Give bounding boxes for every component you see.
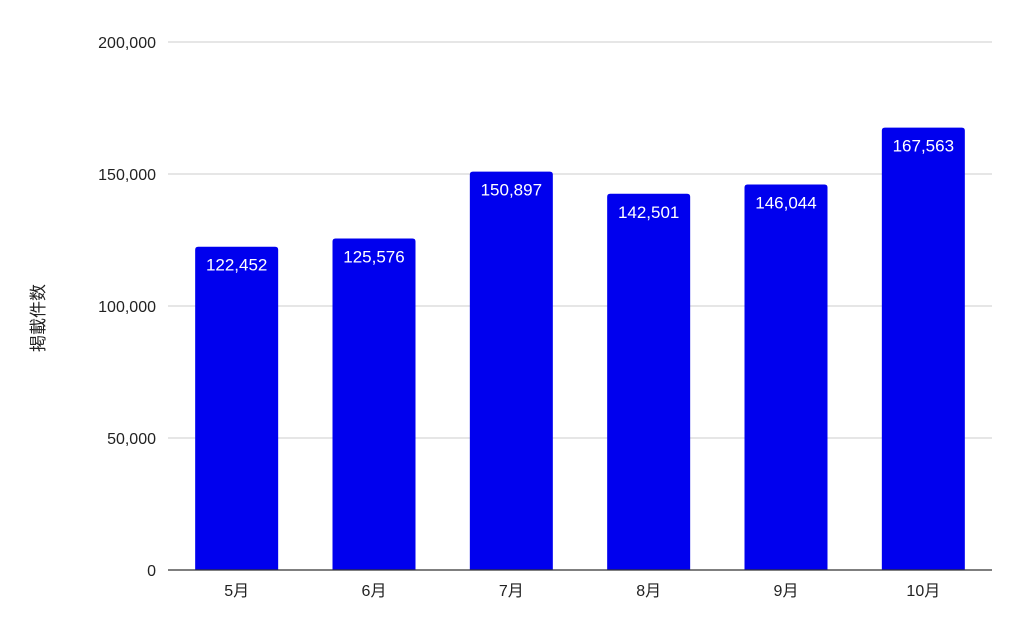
y-tick-label: 150,000: [98, 167, 156, 184]
bars: [195, 127, 965, 571]
y-axis-label: 掲載件数: [29, 284, 48, 352]
y-tick-label: 50,000: [107, 431, 156, 448]
bar: [881, 127, 965, 571]
x-tick-label: 6月: [362, 583, 387, 600]
data-label: 167,563: [893, 137, 954, 156]
bar: [744, 184, 828, 570]
data-label: 142,501: [618, 203, 679, 222]
data-label: 150,897: [481, 181, 542, 200]
data-label: 122,452: [206, 256, 267, 275]
x-tick-label: 5月: [224, 583, 249, 600]
data-label: 125,576: [343, 247, 404, 266]
data-label: 146,044: [755, 193, 816, 212]
x-tick-label: 9月: [774, 583, 799, 600]
x-tick-label: 8月: [636, 583, 661, 600]
bar: [195, 246, 279, 570]
bar: [607, 193, 691, 570]
x-axis-ticks: 5月 6月 7月 8月 9月 10月: [224, 583, 940, 600]
x-tick-label: 10月: [906, 583, 940, 600]
data-labels: 122,452 125,576 150,897 142,501 146,044 167,5…: [206, 137, 954, 275]
x-tick-label: 7月: [499, 583, 524, 600]
bar: [469, 171, 553, 570]
y-tick-label: 0: [147, 563, 156, 580]
bar: [332, 238, 416, 570]
gridlines: [168, 41, 992, 439]
y-axis-ticks: 0 50,000 100,000 150,000 200,000: [98, 35, 156, 580]
y-tick-label: 100,000: [98, 299, 156, 316]
y-tick-label: 200,000: [98, 35, 156, 52]
